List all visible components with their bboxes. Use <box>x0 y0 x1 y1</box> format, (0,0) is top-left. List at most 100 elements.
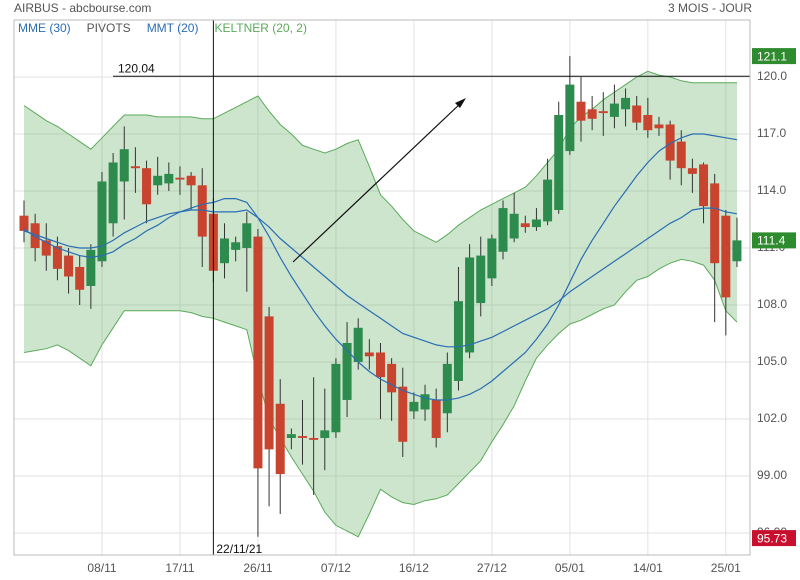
candle-body <box>531 219 541 228</box>
candle-body <box>687 168 697 174</box>
price-tag <box>752 530 796 547</box>
candle-body <box>609 103 619 117</box>
x-tick-label: 16/12 <box>399 561 429 575</box>
candle-body <box>353 327 363 362</box>
y-tick-label: 114.0 <box>757 183 786 197</box>
x-tick-label: 05/01 <box>555 561 585 575</box>
y-tick-label: 117.0 <box>757 126 786 140</box>
keltner-lower <box>23 258 738 538</box>
candle-body <box>64 255 74 277</box>
x-tick-label: 26/11 <box>243 561 272 575</box>
candle-body <box>253 236 263 469</box>
candle-body <box>331 363 341 433</box>
candle-body <box>97 181 107 262</box>
price-tag-label: 121.1 <box>757 49 787 63</box>
axes: 96.0099.00102.0105.0108.0111.0114.0117.0… <box>87 48 796 575</box>
candle-body <box>342 342 352 400</box>
candle-body <box>420 394 430 410</box>
candle-body <box>175 177 185 180</box>
candle-body <box>286 434 296 438</box>
candle-body <box>676 141 686 169</box>
candle-body <box>153 175 163 186</box>
candle-body <box>520 223 530 228</box>
price-tag <box>752 232 796 249</box>
candle-body <box>75 266 85 290</box>
x-tick-label: 08/11 <box>87 561 116 575</box>
plot-frame <box>13 19 751 556</box>
hline-label: 120.04 <box>118 61 155 75</box>
candle-body <box>242 223 252 248</box>
candle-body <box>721 215 731 298</box>
candles <box>19 56 742 537</box>
annotations: 120.04 22/11/21 <box>113 20 750 556</box>
candle-body <box>275 403 285 475</box>
candle-body <box>442 363 452 414</box>
candle-body <box>621 97 631 110</box>
candle-body <box>509 213 519 239</box>
candle-body <box>665 124 675 161</box>
price-tag <box>752 48 796 65</box>
candle-body <box>543 179 553 222</box>
x-tick-label: 07/12 <box>321 561 351 575</box>
candle-body <box>264 316 274 450</box>
keltner-fill <box>24 71 737 537</box>
candle-body <box>598 111 608 114</box>
crosshair-label: 22/11/21 <box>216 542 262 556</box>
legend-entry: KELTNER (20, 2) <box>214 21 306 35</box>
candle-body <box>119 149 129 182</box>
candle-body <box>565 84 575 152</box>
candle-body <box>364 352 374 357</box>
candle-body <box>453 301 463 381</box>
candle-body <box>699 164 709 207</box>
candle-body <box>298 436 307 438</box>
candle-body <box>52 246 62 269</box>
legend-entry: MME (30) <box>18 21 71 35</box>
x-tick-label: 17/11 <box>165 561 194 575</box>
candle-body <box>554 114 564 210</box>
candle-body <box>19 215 29 231</box>
candle-body <box>398 386 408 442</box>
candle-body <box>732 240 742 262</box>
candle-body <box>576 101 586 121</box>
candle-body <box>164 173 174 184</box>
legend-entry: MMT (20) <box>147 21 199 35</box>
x-tick-label: 25/01 <box>711 561 741 575</box>
moving-average <box>23 207 738 348</box>
y-tick-label: 120.0 <box>757 69 787 83</box>
candle-body <box>498 208 508 252</box>
candle-body <box>309 437 319 440</box>
candle-body <box>130 166 140 169</box>
legend: MME (30) PIVOTS MMT (20) KELTNER (20, 2) <box>18 21 307 35</box>
price-tag-label: 95.73 <box>757 531 787 545</box>
candle-body <box>643 114 653 131</box>
trend-arrow <box>292 101 463 263</box>
y-tick-label: 108.0 <box>757 297 787 311</box>
keltner-upper <box>23 70 737 243</box>
candle-body <box>476 255 486 304</box>
moving-averages <box>23 133 738 401</box>
candle-body <box>387 363 397 393</box>
candle-body <box>409 401 419 412</box>
candle-body <box>231 242 241 250</box>
candle-body <box>632 105 642 123</box>
arrow-head <box>455 98 466 108</box>
candle-body <box>587 109 597 119</box>
candle-body <box>86 249 96 286</box>
y-tick-label: 105.0 <box>757 354 787 368</box>
legend-entry: PIVOTS <box>87 21 131 35</box>
y-tick-label: 99.00 <box>757 468 787 482</box>
candle-body <box>710 183 720 264</box>
candle-body <box>30 223 40 248</box>
candle-body <box>108 162 118 224</box>
moving-average <box>23 133 738 401</box>
candle-body <box>220 238 230 264</box>
price-tag-label: 111.4 <box>757 234 786 248</box>
y-tick-label: 102.0 <box>757 411 787 425</box>
candle-body <box>375 352 385 378</box>
candle-body <box>142 168 152 205</box>
candle-body <box>41 240 51 256</box>
candle-body <box>320 430 330 438</box>
candle-body <box>487 238 497 279</box>
